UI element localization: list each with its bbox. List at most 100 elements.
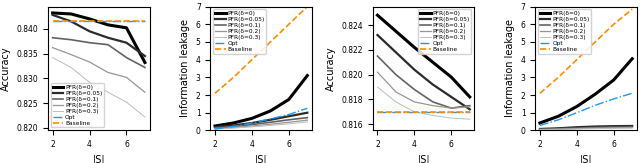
- PFR(δ=0.3): [49, 57, 56, 59]
- PFR(δ=0.1): [536, 128, 544, 130]
- Line: PFR(δ=0.05): PFR(δ=0.05): [215, 113, 307, 127]
- PFR(δ=0.1): [610, 126, 618, 128]
- PFR(δ=0.3): [211, 128, 219, 130]
- PFR(δ=0.05): [447, 96, 455, 98]
- PFR(δ=0): [447, 76, 455, 78]
- Opt: [248, 122, 256, 124]
- PFR(δ=0): [628, 58, 636, 60]
- PFR(δ=0.1): [591, 127, 599, 129]
- Baseline: [67, 20, 75, 22]
- Baseline: [591, 41, 599, 43]
- PFR(δ=0.2): [554, 128, 562, 130]
- PFR(δ=0.2): [49, 47, 56, 49]
- PFR(δ=0.1): [141, 67, 148, 68]
- Legend: PFR(δ=0), PFR(δ=0.05), PFR(δ=0.1), PFR(δ=0.2), PFR(δ=0.3), Opt, Baseline: PFR(δ=0), PFR(δ=0.05), PFR(δ=0.1), PFR(δ…: [213, 9, 266, 54]
- PFR(δ=0.05): [591, 126, 599, 127]
- PFR(δ=0.05): [410, 69, 418, 71]
- PFR(δ=0.05): [123, 42, 131, 44]
- PFR(δ=0.2): [285, 121, 292, 123]
- PFR(δ=0): [67, 13, 75, 15]
- Opt: [554, 119, 562, 121]
- Baseline: [610, 23, 618, 25]
- PFR(δ=0.2): [141, 91, 148, 93]
- Legend: PFR(δ=0), PFR(δ=0.05), PFR(δ=0.1), PFR(δ=0.2), PFR(δ=0.3), Opt, Baseline: PFR(δ=0), PFR(δ=0.05), PFR(δ=0.1), PFR(δ…: [538, 9, 591, 54]
- PFR(δ=0.1): [447, 107, 455, 109]
- Opt: [123, 20, 131, 22]
- PFR(δ=0.3): [248, 126, 256, 128]
- Line: PFR(δ=0.05): PFR(δ=0.05): [540, 126, 632, 129]
- PFR(δ=0.3): [410, 111, 418, 113]
- Opt: [447, 111, 455, 113]
- PFR(δ=0.3): [447, 117, 455, 119]
- PFR(δ=0): [86, 18, 93, 20]
- PFR(δ=0.2): [447, 107, 455, 109]
- Line: PFR(δ=0.1): PFR(δ=0.1): [52, 38, 145, 67]
- Baseline: [392, 111, 400, 113]
- Baseline: [123, 20, 131, 22]
- Opt: [392, 111, 400, 113]
- Line: PFR(δ=0): PFR(δ=0): [378, 15, 470, 97]
- Baseline: [429, 111, 436, 113]
- Line: PFR(δ=0.3): PFR(δ=0.3): [540, 128, 632, 130]
- PFR(δ=0.3): [429, 115, 436, 117]
- PFR(δ=0.1): [466, 105, 474, 107]
- PFR(δ=0.3): [86, 81, 93, 83]
- PFR(δ=0.1): [49, 37, 56, 39]
- PFR(δ=0.2): [429, 105, 436, 107]
- X-axis label: |S|: |S|: [417, 155, 430, 163]
- PFR(δ=0.05): [466, 108, 474, 110]
- Line: PFR(δ=0): PFR(δ=0): [215, 75, 307, 126]
- PFR(δ=0.05): [536, 128, 544, 130]
- PFR(δ=0): [610, 79, 618, 81]
- Opt: [230, 126, 237, 127]
- Opt: [285, 113, 292, 115]
- PFR(δ=0.1): [554, 128, 562, 130]
- Baseline: [536, 92, 544, 94]
- Opt: [536, 125, 544, 126]
- PFR(δ=0.05): [104, 37, 112, 39]
- Line: Baseline: Baseline: [215, 7, 307, 93]
- Baseline: [374, 111, 381, 113]
- Baseline: [573, 59, 580, 61]
- PFR(δ=0.05): [554, 127, 562, 129]
- PFR(δ=0.05): [267, 119, 275, 121]
- Opt: [610, 98, 618, 100]
- X-axis label: |S|: |S|: [255, 155, 268, 163]
- PFR(δ=0.1): [104, 44, 112, 46]
- Line: PFR(δ=0.2): PFR(δ=0.2): [215, 120, 307, 129]
- Baseline: [230, 76, 237, 78]
- Line: PFR(δ=0.05): PFR(δ=0.05): [52, 15, 145, 56]
- Y-axis label: Accuracy: Accuracy: [1, 46, 11, 91]
- PFR(δ=0.2): [573, 128, 580, 130]
- Opt: [303, 107, 311, 109]
- Opt: [141, 20, 148, 22]
- PFR(δ=0.3): [466, 118, 474, 120]
- PFR(δ=0.2): [211, 128, 219, 130]
- PFR(δ=0.3): [141, 116, 148, 118]
- PFR(δ=0.05): [141, 55, 148, 57]
- Opt: [86, 20, 93, 22]
- Line: PFR(δ=0.2): PFR(δ=0.2): [378, 72, 470, 108]
- Line: Opt: Opt: [540, 93, 632, 126]
- PFR(δ=0.05): [211, 126, 219, 128]
- Line: PFR(δ=0.1): PFR(δ=0.1): [540, 127, 632, 129]
- PFR(δ=0): [466, 96, 474, 98]
- PFR(δ=0): [573, 105, 580, 107]
- PFR(δ=0.2): [267, 123, 275, 125]
- PFR(δ=0.05): [610, 125, 618, 127]
- PFR(δ=0.05): [303, 112, 311, 114]
- PFR(δ=0): [141, 62, 148, 64]
- PFR(δ=0): [267, 110, 275, 112]
- PFR(δ=0): [591, 93, 599, 95]
- Line: PFR(δ=0.2): PFR(δ=0.2): [52, 48, 145, 92]
- PFR(δ=0.3): [554, 128, 562, 130]
- Y-axis label: Information leakage: Information leakage: [180, 19, 190, 118]
- PFR(δ=0.1): [410, 89, 418, 90]
- Line: PFR(δ=0.3): PFR(δ=0.3): [215, 122, 307, 129]
- PFR(δ=0.1): [86, 42, 93, 44]
- PFR(δ=0.3): [67, 67, 75, 68]
- Opt: [466, 111, 474, 113]
- X-axis label: |S|: |S|: [92, 155, 105, 163]
- Opt: [628, 92, 636, 94]
- PFR(δ=0.3): [573, 128, 580, 130]
